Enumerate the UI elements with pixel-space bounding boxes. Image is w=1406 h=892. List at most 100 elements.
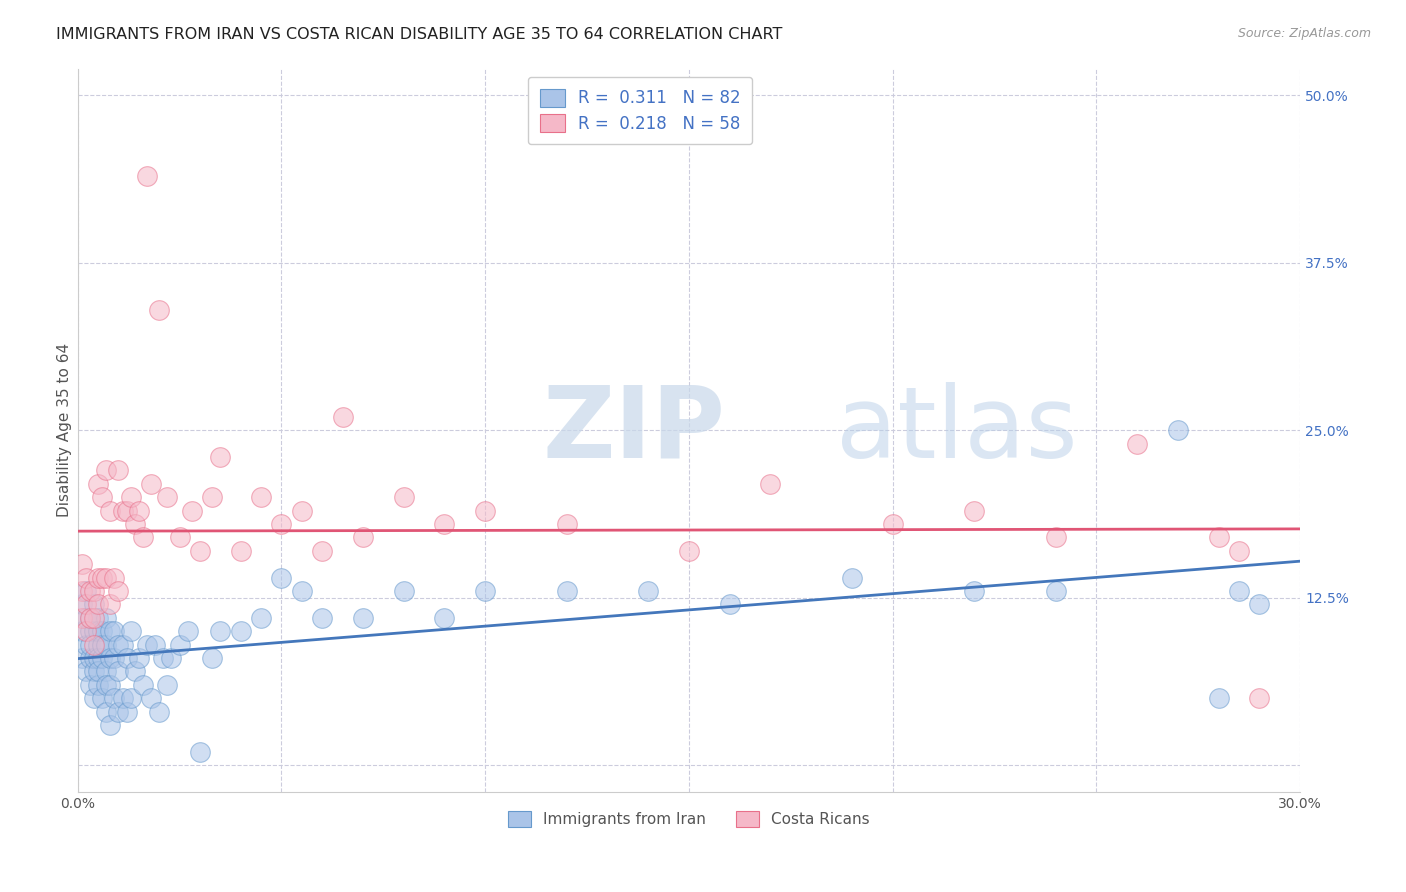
Point — [107, 584, 129, 599]
Point — [83, 691, 105, 706]
Point — [139, 476, 162, 491]
Point — [963, 584, 986, 599]
Point — [882, 516, 904, 531]
Point — [718, 598, 741, 612]
Point — [87, 651, 110, 665]
Point — [156, 678, 179, 692]
Point — [148, 705, 170, 719]
Point — [87, 598, 110, 612]
Point — [70, 584, 93, 599]
Text: atlas: atlas — [835, 382, 1077, 479]
Point — [79, 651, 101, 665]
Point — [91, 638, 114, 652]
Point — [96, 705, 118, 719]
Point — [87, 678, 110, 692]
Point — [392, 584, 415, 599]
Point — [1208, 691, 1230, 706]
Point — [963, 503, 986, 517]
Point — [128, 651, 150, 665]
Point — [474, 503, 496, 517]
Point — [115, 705, 138, 719]
Point — [352, 530, 374, 544]
Point — [124, 665, 146, 679]
Point — [311, 611, 333, 625]
Point — [75, 571, 97, 585]
Point — [70, 651, 93, 665]
Point — [209, 450, 232, 464]
Point — [1167, 423, 1189, 437]
Point — [169, 638, 191, 652]
Point — [1227, 544, 1250, 558]
Point — [96, 611, 118, 625]
Point — [75, 665, 97, 679]
Point — [83, 584, 105, 599]
Point — [136, 169, 159, 183]
Point — [87, 624, 110, 639]
Y-axis label: Disability Age 35 to 64: Disability Age 35 to 64 — [58, 343, 72, 517]
Point — [270, 516, 292, 531]
Point — [87, 476, 110, 491]
Point — [120, 691, 142, 706]
Point — [111, 691, 134, 706]
Point — [188, 544, 211, 558]
Point — [83, 611, 105, 625]
Point — [87, 665, 110, 679]
Point — [83, 624, 105, 639]
Point — [148, 302, 170, 317]
Point — [98, 651, 121, 665]
Point — [1249, 598, 1271, 612]
Point — [229, 624, 252, 639]
Point — [96, 665, 118, 679]
Point — [201, 490, 224, 504]
Point — [474, 584, 496, 599]
Point — [75, 584, 97, 599]
Point — [96, 571, 118, 585]
Point — [291, 584, 314, 599]
Point — [555, 584, 578, 599]
Point — [91, 624, 114, 639]
Text: IMMIGRANTS FROM IRAN VS COSTA RICAN DISABILITY AGE 35 TO 64 CORRELATION CHART: IMMIGRANTS FROM IRAN VS COSTA RICAN DISA… — [56, 27, 783, 42]
Point — [79, 638, 101, 652]
Point — [91, 490, 114, 504]
Point — [87, 611, 110, 625]
Point — [91, 651, 114, 665]
Point — [352, 611, 374, 625]
Point — [103, 624, 125, 639]
Point — [169, 530, 191, 544]
Point — [111, 503, 134, 517]
Point — [132, 530, 155, 544]
Point — [115, 503, 138, 517]
Point — [120, 624, 142, 639]
Text: ZIP: ZIP — [543, 382, 725, 479]
Point — [75, 611, 97, 625]
Point — [188, 745, 211, 759]
Point — [332, 409, 354, 424]
Point — [229, 544, 252, 558]
Point — [79, 611, 101, 625]
Point — [152, 651, 174, 665]
Point — [96, 463, 118, 477]
Point — [120, 490, 142, 504]
Point — [1045, 530, 1067, 544]
Point — [83, 598, 105, 612]
Point — [841, 571, 863, 585]
Point — [132, 678, 155, 692]
Point — [107, 463, 129, 477]
Point — [70, 558, 93, 572]
Legend: Immigrants from Iran, Costa Ricans: Immigrants from Iran, Costa Ricans — [501, 803, 877, 835]
Point — [143, 638, 166, 652]
Point — [1208, 530, 1230, 544]
Point — [678, 544, 700, 558]
Point — [70, 598, 93, 612]
Point — [98, 718, 121, 732]
Point — [392, 490, 415, 504]
Point — [291, 503, 314, 517]
Point — [759, 476, 782, 491]
Point — [79, 624, 101, 639]
Point — [107, 665, 129, 679]
Point — [1126, 436, 1149, 450]
Text: Source: ZipAtlas.com: Source: ZipAtlas.com — [1237, 27, 1371, 40]
Point — [433, 611, 456, 625]
Point — [79, 678, 101, 692]
Point — [70, 611, 93, 625]
